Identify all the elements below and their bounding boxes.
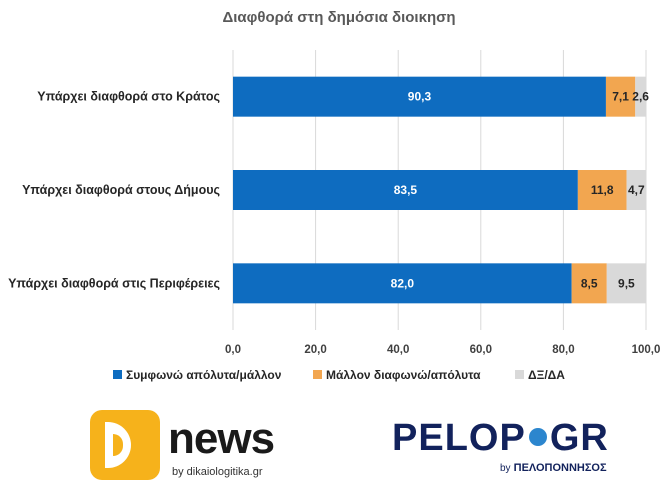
legend-entry: Συμφωνώ απόλυτα/μάλλον	[126, 368, 282, 382]
x-tick-label: 40,0	[387, 344, 409, 356]
category-label: Υπάρχει διαφθορά στους Δήμους	[22, 183, 220, 197]
pelop-logo-part1: PELOP	[392, 417, 526, 459]
data-label: 11,8	[591, 183, 614, 197]
legend-swatch	[113, 370, 122, 379]
data-label: 82,0	[391, 276, 415, 290]
bar-segment	[626, 170, 646, 210]
legend-entry: ΔΞ/ΔΑ	[528, 368, 565, 382]
legend-swatch	[313, 370, 322, 379]
x-tick-label: 0,0	[225, 344, 241, 356]
data-label: 90,3	[408, 90, 432, 104]
x-tick-label: 60,0	[470, 344, 492, 356]
data-label: 7,1	[612, 90, 629, 104]
dnews-logo-letter-hole	[113, 434, 123, 456]
pelop-logo-dot-icon	[528, 427, 547, 446]
data-label: 8,5	[581, 276, 598, 290]
data-label: 83,5	[394, 183, 418, 197]
chart: Διαφθορά στη δημόσια διοικηση 90,3 7,1 2,6…	[8, 9, 660, 382]
x-axis-ticks: 0,0 20,0 40,0 60,0 80,0 100,0	[225, 344, 660, 356]
bar-segment	[233, 263, 572, 304]
x-tick-label: 100,0	[632, 344, 660, 356]
data-label: 2,6	[632, 90, 649, 104]
bar-segment	[233, 76, 606, 117]
data-label: 4,7	[628, 183, 645, 197]
x-tick-label: 20,0	[304, 344, 326, 356]
pelop-logo-name: ΠΕΛΟΠΟΝΝΗΣΟΣ	[513, 462, 607, 474]
legend-swatch	[515, 370, 524, 379]
bar-segment	[571, 263, 607, 304]
legend-entry: Μάλλον διαφωνώ/απόλυτα	[326, 368, 481, 382]
chart-title: Διαφθορά στη δημόσια διοικηση	[222, 9, 455, 26]
pelop-logo-subtitle: by ΠΕΛΟΠΟΝΝΗΣΟΣ	[500, 462, 607, 474]
bar-segment	[606, 263, 646, 304]
legend: Συμφωνώ απόλυτα/μάλλον Μάλλον διαφωνώ/από…	[113, 368, 565, 382]
dnews-logo-icon	[90, 410, 160, 480]
bars: 90,3 7,1 2,6 83,5 11,8 4,7 82,0 8,5 9,5	[233, 76, 649, 304]
pelop-logo-part2: GR	[549, 417, 609, 459]
bar-segment	[233, 170, 578, 210]
pelop-logo-by: by	[500, 463, 511, 474]
category-label: Υπάρχει διαφθορά στο Κράτος	[37, 90, 220, 104]
pelop-logo-word: PELOP GR	[392, 416, 609, 460]
bar-segment	[635, 76, 646, 117]
data-label: 9,5	[618, 276, 635, 290]
bar-segment	[577, 170, 627, 210]
category-label: Υπάρχει διαφθορά στις Περιφέρειες	[8, 276, 220, 290]
x-tick-label: 80,0	[552, 344, 574, 356]
category-labels: Υπάρχει διαφθορά στο Κράτος Υπάρχει διαφθ…	[8, 90, 220, 291]
bar-segment	[605, 76, 636, 117]
dnews-logo-word: news	[168, 414, 275, 463]
dnews-logo-subtitle: by dikaiologitika.gr	[172, 466, 263, 478]
